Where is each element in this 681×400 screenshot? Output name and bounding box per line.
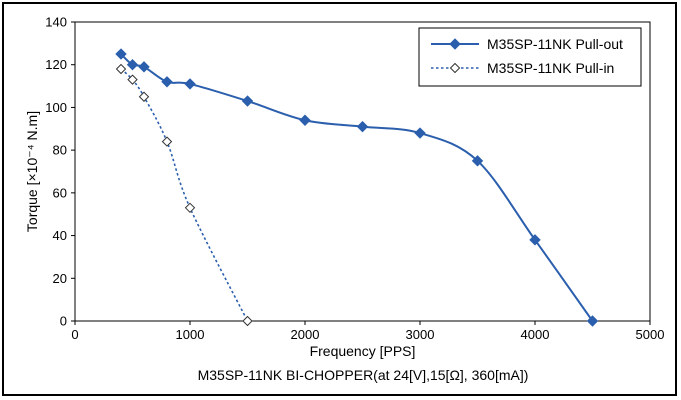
plot-area-border bbox=[74, 21, 651, 322]
x-tick-label: 3000 bbox=[406, 327, 435, 342]
data-point bbox=[299, 114, 311, 126]
series-layer bbox=[115, 48, 599, 327]
legend-box bbox=[418, 27, 642, 87]
data-point bbox=[138, 61, 150, 73]
legend: M35SP-11NK Pull-out M35SP-11NK Pull-in bbox=[418, 27, 642, 87]
data-point bbox=[471, 155, 484, 167]
axes bbox=[71, 21, 651, 325]
data-point bbox=[242, 315, 253, 327]
data-point bbox=[529, 234, 541, 246]
data-point bbox=[586, 315, 599, 327]
series-1 bbox=[115, 48, 599, 327]
data-point bbox=[115, 63, 127, 75]
y-tick-label: 0 bbox=[60, 314, 67, 329]
legend-label: M35SP-11NK Pull-in bbox=[487, 60, 614, 76]
data-point bbox=[127, 74, 138, 85]
series-line bbox=[120, 53, 594, 322]
x-tick-label: 5000 bbox=[636, 327, 665, 342]
data-point bbox=[161, 76, 173, 88]
y-tick-label: 140 bbox=[45, 15, 67, 30]
x-tick-label: 0 bbox=[71, 327, 78, 342]
data-point bbox=[126, 59, 139, 71]
data-point bbox=[414, 127, 426, 139]
x-tick-label: 2000 bbox=[291, 327, 320, 342]
chart-caption: M35SP-11NK BI-CHOPPER(at 24[V],15[Ω], 36… bbox=[198, 367, 529, 383]
series-line bbox=[120, 68, 249, 322]
x-tick-label: 4000 bbox=[521, 327, 550, 342]
x-axis-label: Frequency [PPS] bbox=[310, 343, 416, 359]
y-tick-label: 100 bbox=[45, 100, 67, 115]
data-point bbox=[161, 136, 173, 147]
y-tick-label: 120 bbox=[45, 57, 67, 72]
data-point bbox=[115, 48, 127, 60]
y-tick-label: 60 bbox=[53, 185, 67, 200]
data-point bbox=[184, 202, 196, 214]
data-point bbox=[356, 120, 369, 133]
x-tick-label: 1000 bbox=[176, 327, 205, 342]
series-2 bbox=[115, 63, 253, 327]
data-point bbox=[138, 91, 150, 102]
y-tick-label: 20 bbox=[53, 271, 67, 286]
y-tick-label: 40 bbox=[53, 228, 67, 243]
tick-labels: 0 20 40 60 80 100 120 140 0 1000 2000 3000 4000 5000 bbox=[45, 15, 664, 343]
legend-marker bbox=[449, 38, 461, 50]
data-point bbox=[241, 95, 254, 107]
y-tick-label: 80 bbox=[53, 143, 67, 158]
y-axis-label: Torque [×10⁻⁴ N.m] bbox=[24, 111, 40, 232]
legend-marker bbox=[449, 62, 461, 74]
legend-label: M35SP-11NK Pull-out bbox=[487, 36, 623, 52]
data-point bbox=[184, 78, 196, 90]
